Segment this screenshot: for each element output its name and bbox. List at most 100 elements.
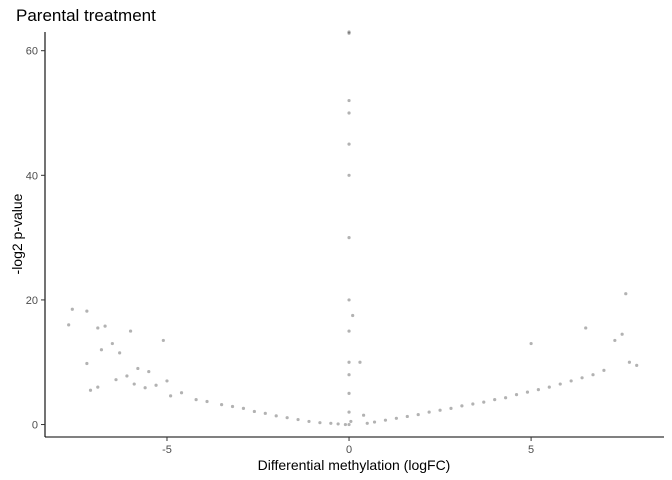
data-point <box>165 379 169 383</box>
data-point <box>143 386 147 390</box>
data-point <box>620 332 624 336</box>
data-point <box>416 412 420 417</box>
data-point <box>85 309 89 313</box>
data-point <box>318 421 322 425</box>
data-point <box>118 351 122 355</box>
chart-title: Parental treatment <box>16 6 156 25</box>
data-point <box>347 422 351 427</box>
data-point <box>220 403 224 407</box>
data-point <box>529 341 533 346</box>
data-point <box>132 382 136 386</box>
data-point <box>274 414 278 418</box>
data-point <box>252 409 256 414</box>
data-point <box>347 373 351 377</box>
data-point <box>362 413 366 417</box>
data-point <box>67 323 71 327</box>
data-point <box>241 406 246 410</box>
data-point <box>351 313 355 318</box>
data-point <box>547 385 551 389</box>
data-point <box>347 142 351 146</box>
data-point <box>96 385 100 389</box>
data-point <box>613 338 617 343</box>
data-point <box>449 406 453 410</box>
data-point <box>114 378 118 382</box>
data-point <box>569 379 573 383</box>
data-point <box>427 410 431 414</box>
data-point <box>347 30 351 34</box>
data-point <box>504 396 508 400</box>
data-point <box>296 417 300 422</box>
data-point <box>591 373 595 377</box>
data-point <box>161 338 165 343</box>
data-point <box>602 368 606 372</box>
data-point <box>347 360 351 364</box>
data-point <box>194 398 198 402</box>
data-point <box>405 414 409 419</box>
data-point <box>70 307 74 311</box>
data-point <box>347 329 351 333</box>
data-point <box>438 408 442 412</box>
data-point <box>394 416 398 420</box>
data-point <box>580 376 584 380</box>
y-tick-label: 40 <box>26 170 38 182</box>
data-point <box>347 173 351 177</box>
data-point <box>365 421 369 425</box>
data-point <box>329 421 333 425</box>
data-point <box>85 361 89 366</box>
data-point <box>347 236 351 240</box>
data-point <box>88 388 93 392</box>
data-point <box>514 393 519 397</box>
data-point <box>285 416 289 420</box>
data-point <box>169 394 173 398</box>
data-point <box>230 404 235 409</box>
data-point <box>179 391 184 395</box>
data-point <box>482 400 486 404</box>
data-point <box>347 391 351 395</box>
data-point <box>627 360 632 364</box>
data-point <box>307 419 311 424</box>
y-tick-label: 20 <box>26 295 38 307</box>
data-point <box>96 326 100 330</box>
data-point <box>136 366 140 371</box>
data-point <box>154 383 158 387</box>
data-point <box>336 422 340 426</box>
x-tick-label: 5 <box>528 444 534 456</box>
data-point <box>125 374 129 378</box>
data-point <box>99 348 104 352</box>
data-point <box>205 399 209 404</box>
data-point <box>128 329 133 333</box>
data-point <box>347 98 351 103</box>
y-tick-label: 0 <box>32 420 38 432</box>
data-point <box>558 382 562 386</box>
data-point <box>383 418 388 422</box>
data-point <box>536 388 540 392</box>
data-points <box>67 30 639 427</box>
data-point <box>584 326 588 330</box>
y-axis-ticks: 0 20 40 60 <box>26 46 45 432</box>
data-point <box>347 410 351 414</box>
data-point <box>525 390 530 394</box>
data-point <box>624 292 628 296</box>
data-point <box>460 404 464 408</box>
data-point <box>347 111 351 115</box>
x-tick-label: 0 <box>346 444 352 456</box>
data-point <box>493 398 497 402</box>
x-axis-ticks: -5 0 5 <box>162 437 534 456</box>
data-point <box>349 419 353 424</box>
x-tick-label: -5 <box>162 444 172 456</box>
x-axis-label: Differential methylation (logFC) <box>258 457 451 473</box>
data-point <box>110 341 114 346</box>
y-axis-label: -log2 p-value <box>9 193 25 274</box>
data-point <box>103 324 107 328</box>
data-point <box>372 420 377 424</box>
data-point <box>147 369 151 374</box>
data-point <box>358 360 362 364</box>
data-point <box>635 363 639 367</box>
data-point <box>263 411 267 415</box>
data-point <box>347 31 351 35</box>
data-point <box>343 422 347 427</box>
data-point <box>471 402 475 406</box>
y-tick-label: 60 <box>26 46 38 58</box>
data-point <box>347 298 351 302</box>
